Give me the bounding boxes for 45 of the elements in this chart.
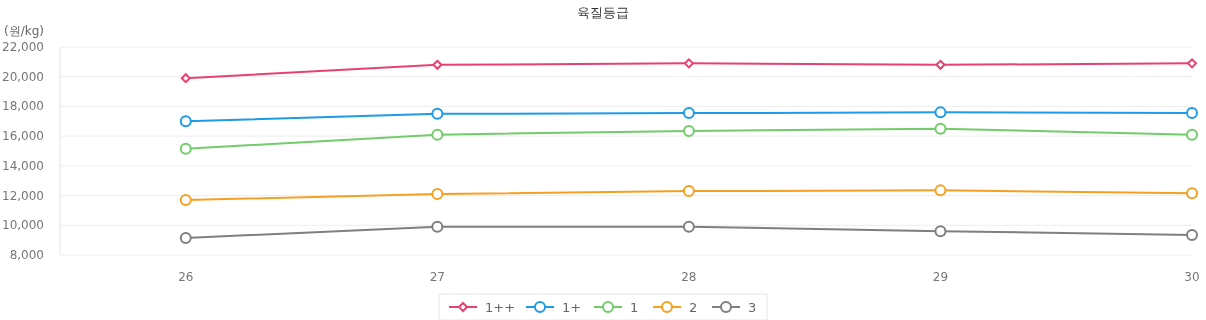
- y-tick-label: 8,000: [9, 248, 44, 262]
- x-tick-label: 26: [178, 270, 194, 284]
- point: [682, 107, 695, 120]
- point: [179, 231, 192, 244]
- point: [431, 128, 444, 141]
- point: [934, 106, 947, 119]
- y-tick-label: 14,000: [2, 158, 44, 173]
- x-tick-label: 28: [681, 270, 697, 284]
- point: [431, 220, 444, 233]
- point: [431, 107, 444, 120]
- point: [682, 185, 695, 198]
- point: [934, 184, 947, 197]
- point: [179, 142, 192, 155]
- point: [179, 115, 192, 128]
- point: [1186, 187, 1198, 200]
- legend-label: 1++: [485, 300, 516, 315]
- legend-label: 1: [630, 300, 639, 315]
- point: [1186, 228, 1198, 241]
- y-tick-label: 22,000: [2, 40, 44, 54]
- legend-label: 2: [689, 300, 698, 315]
- x-tick-label: 30: [1184, 270, 1200, 284]
- point: [934, 225, 947, 238]
- point: [1187, 58, 1197, 69]
- point: [683, 58, 694, 69]
- x-tick-label: 29: [932, 270, 949, 284]
- point: [682, 124, 695, 137]
- point: [431, 188, 444, 201]
- point: [180, 73, 191, 84]
- y-axis-title: (원/kg): [4, 24, 44, 38]
- y-tick-label: 20,000: [2, 69, 44, 84]
- point: [682, 220, 695, 233]
- legend-label: 1+: [562, 300, 582, 315]
- point: [1186, 107, 1198, 120]
- point: [432, 59, 443, 70]
- legend-label: 3: [748, 300, 757, 315]
- point: [934, 122, 947, 135]
- y-tick-label: 10,000: [2, 218, 44, 233]
- y-tick-label: 12,000: [2, 188, 44, 203]
- point: [1186, 128, 1198, 141]
- y-tick-label: 16,000: [2, 129, 44, 144]
- point: [935, 59, 946, 70]
- chart-title: 육질등급: [577, 5, 629, 20]
- point: [179, 194, 192, 207]
- x-tick-label: 27: [429, 270, 445, 284]
- y-tick-label: 18,000: [2, 99, 44, 114]
